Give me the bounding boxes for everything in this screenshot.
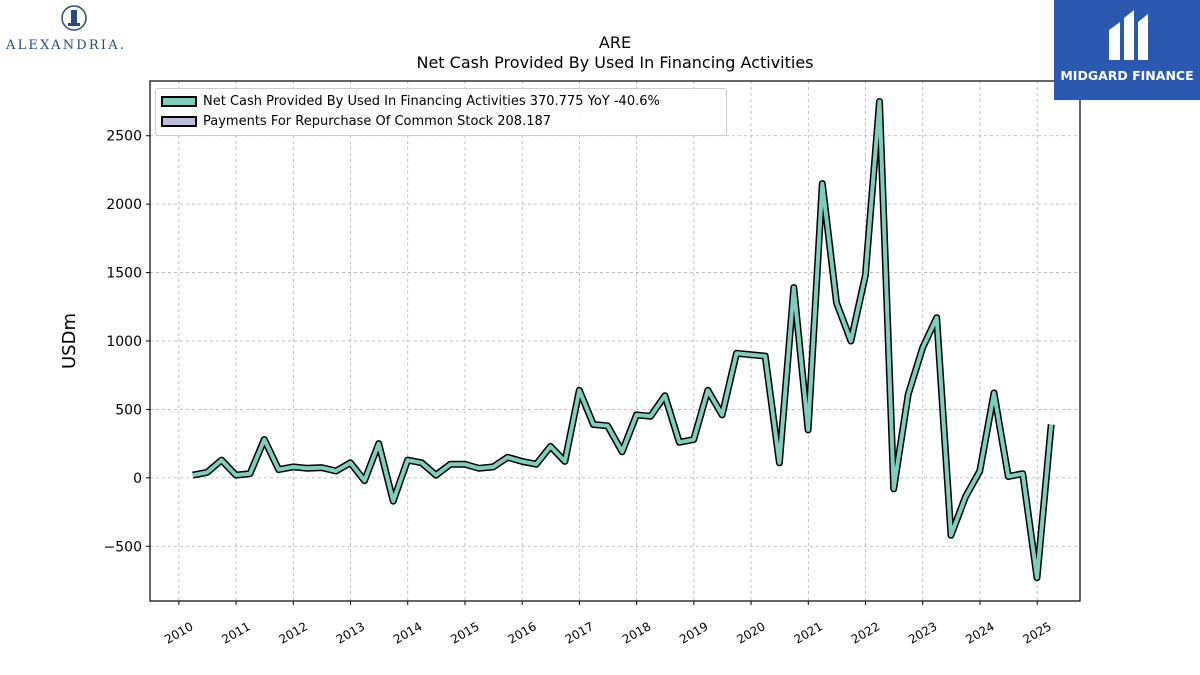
chart-subtitle: Net Cash Provided By Used In Financing A… [416, 53, 813, 72]
y-tick-label: 1500 [106, 266, 142, 282]
legend-item-financing: Net Cash Provided By Used In Financing A… [161, 92, 660, 110]
y-tick-label: 2500 [106, 129, 142, 145]
y-tick-label: −500 [104, 539, 142, 555]
x-tick-label: 2022 [849, 619, 882, 646]
x-tick-label: 2014 [391, 619, 424, 646]
legend-label-repurchase: Payments For Repurchase Of Common Stock … [203, 113, 552, 129]
legend-swatch-financing [161, 95, 197, 107]
y-tick-label: 1000 [106, 334, 142, 350]
y-tick-label: 500 [115, 402, 142, 418]
x-tick-label: 2013 [334, 619, 367, 646]
alexandria-logo-text: ALEXANDRIA. [6, 38, 127, 53]
series-line [192, 99, 1054, 580]
x-tick-label: 2018 [620, 619, 653, 646]
midgard-finance-logo: MIDGARD FINANCE [1054, 0, 1200, 100]
x-tick-label: 2020 [734, 619, 767, 646]
x-tick-label: 2015 [448, 619, 481, 646]
legend-item-repurchase: Payments For Repurchase Of Common Stock … [161, 112, 551, 130]
grid-lines [150, 81, 1080, 601]
x-tick-label: 2024 [963, 619, 996, 646]
x-tick-label: 2019 [677, 619, 710, 646]
lighthouse-icon [61, 5, 87, 31]
plot-frame [149, 80, 1081, 602]
alexandria-logo: ALEXANDRIA. [4, 4, 154, 56]
x-tick-label: 2011 [219, 619, 252, 646]
m-monogram-icon [1109, 10, 1148, 60]
x-tick-label: 2023 [906, 619, 939, 646]
x-tick-label: 2012 [277, 619, 310, 646]
legend-swatch-repurchase [161, 115, 197, 127]
series-lines [192, 98, 1055, 582]
x-tick-label: 2017 [563, 619, 596, 646]
x-tick-label: 2025 [1020, 619, 1053, 646]
x-tick-label: 2016 [505, 619, 538, 646]
x-tick-label: 2010 [162, 619, 195, 646]
y-tick-label: 2000 [106, 197, 142, 213]
legend-label-financing: Net Cash Provided By Used In Financing A… [203, 93, 660, 109]
chart-title: ARE [599, 33, 631, 52]
x-tick-label: 2021 [792, 619, 825, 646]
y-axis-label: USDm [59, 313, 80, 369]
chart-legend: Net Cash Provided By Used In Financing A… [155, 88, 727, 136]
y-tick-label: 0 [133, 471, 142, 487]
midgard-finance-logo-text: MIDGARD FINANCE [1060, 68, 1194, 83]
